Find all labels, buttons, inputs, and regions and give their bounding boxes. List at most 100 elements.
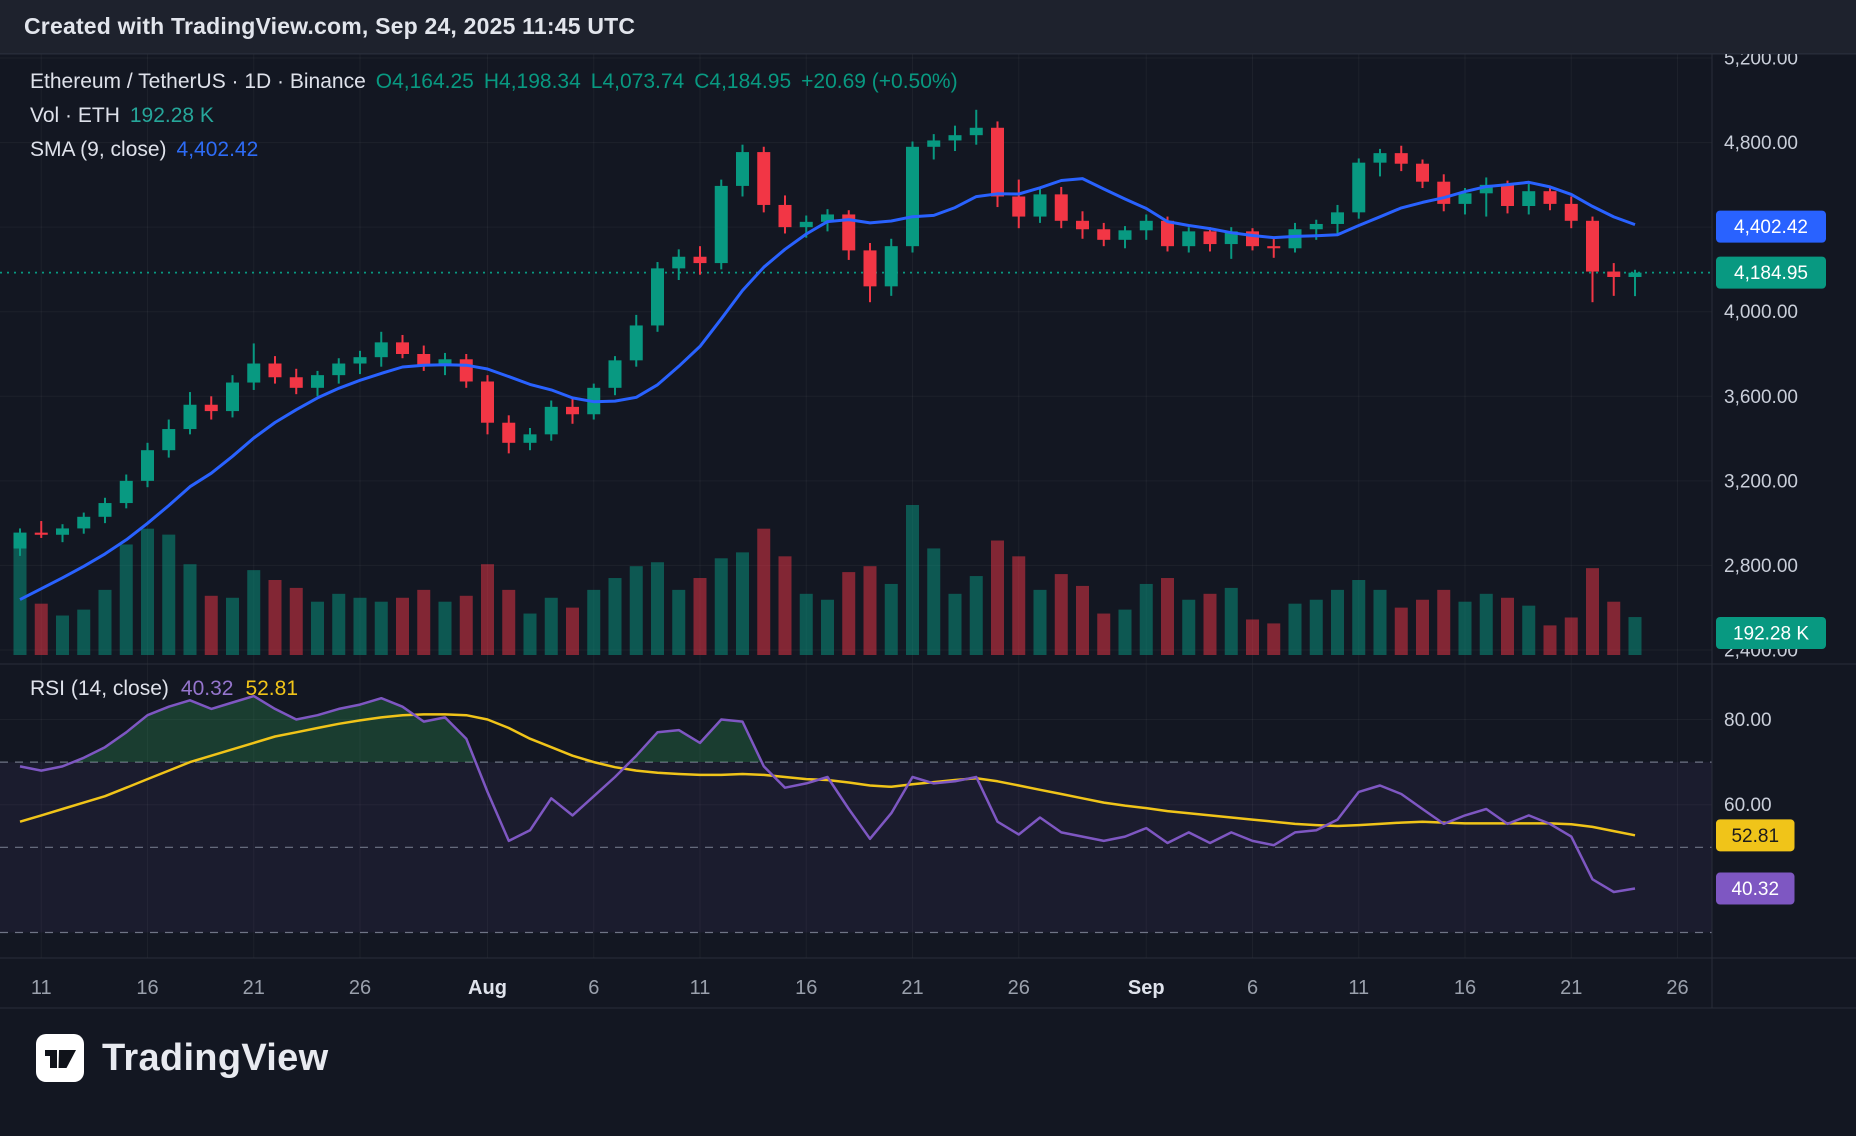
volume-bar	[77, 609, 91, 655]
volume-badge: 192.28 K	[1716, 617, 1826, 649]
candle-body	[289, 377, 303, 388]
candle-body	[608, 360, 622, 388]
candle-body	[1458, 193, 1472, 204]
tradingview-wordmark: TradingView	[102, 1036, 329, 1079]
volume-series[interactable]	[13, 505, 1642, 655]
candle-body	[1182, 231, 1196, 247]
candle-body	[1607, 271, 1621, 277]
candle-body	[1161, 220, 1174, 247]
rsi-label: RSI (14, close)	[30, 677, 169, 700]
volume-bar	[1246, 619, 1259, 655]
price-axis[interactable]: 5,200.004,800.004,400.004,000.003,600.00…	[1724, 49, 1798, 817]
svg-text:16: 16	[795, 977, 817, 999]
volume-bar	[991, 540, 1004, 655]
volume-bar	[1182, 599, 1196, 655]
volume-bar	[587, 589, 601, 655]
candle-body	[948, 135, 962, 141]
svg-text:60.00: 60.00	[1724, 795, 1772, 816]
volume-value: 192.28 K	[129, 104, 214, 127]
volume-bar	[1331, 589, 1344, 655]
candle-body	[1012, 196, 1026, 217]
volume-bar	[1458, 601, 1472, 655]
candle-body	[714, 185, 728, 264]
candle-body	[438, 359, 452, 366]
candle-body	[523, 434, 537, 443]
svg-text:16: 16	[1454, 977, 1476, 999]
volume-bar	[289, 587, 303, 655]
candle-body	[1309, 223, 1323, 230]
svg-text:3,200.00: 3,200.00	[1724, 471, 1798, 492]
sma-label: SMA (9, close)	[30, 138, 167, 161]
rsi-overbought-fill	[20, 696, 1635, 763]
volume-bar	[1394, 607, 1408, 655]
candlestick-series[interactable]	[13, 109, 1642, 556]
volume-bar	[566, 607, 579, 655]
candle-body	[13, 532, 27, 549]
volume-bar	[1118, 609, 1132, 655]
svg-text:26: 26	[349, 977, 371, 999]
volume-bar	[141, 528, 154, 655]
volume-bar	[311, 601, 324, 655]
volume-bar	[119, 544, 133, 655]
candle-body	[183, 404, 197, 430]
candle-body	[1118, 230, 1132, 240]
candle-body	[842, 214, 856, 251]
volume-bar	[693, 578, 707, 655]
candle-body	[162, 429, 176, 451]
volume-label: Vol · ETH	[30, 104, 120, 127]
candle-body	[481, 381, 494, 423]
candle-body	[884, 246, 898, 287]
candle-body	[799, 221, 813, 228]
candle-body	[56, 528, 69, 535]
svg-text:80.00: 80.00	[1724, 710, 1772, 731]
candle-body	[757, 152, 771, 205]
volume-bar	[1054, 574, 1068, 655]
candle-body	[374, 342, 388, 358]
candle-body	[119, 480, 133, 504]
candle-body	[459, 359, 473, 382]
volume-bar	[1288, 603, 1302, 655]
topbar: Created with TradingView.com, Sep 24, 20…	[0, 0, 1856, 54]
candle-body	[629, 325, 643, 361]
candle-body	[332, 363, 346, 376]
last-price-badge: 4,184.95	[1716, 256, 1826, 289]
candle-body	[1479, 184, 1493, 194]
svg-text:21: 21	[1560, 977, 1582, 999]
svg-text:192.28 K: 192.28 K	[1733, 624, 1809, 645]
candle-body	[651, 268, 664, 326]
candle-body	[1097, 229, 1111, 240]
svg-text:4,000.00: 4,000.00	[1724, 302, 1798, 323]
candle-body	[778, 204, 792, 228]
volume-bar	[247, 570, 261, 655]
svg-text:26: 26	[1008, 977, 1030, 999]
svg-text:3,600.00: 3,600.00	[1724, 387, 1798, 408]
volume-bar	[799, 593, 813, 655]
candle-body	[863, 250, 877, 287]
svg-text:11: 11	[690, 977, 711, 999]
topbar-title: Created with TradingView.com, Sep 24, 20…	[24, 13, 636, 39]
volume-bar	[268, 580, 282, 655]
volume-bar	[162, 534, 176, 655]
candle-body	[353, 357, 367, 364]
volume-bar	[204, 595, 218, 655]
volume-bar	[778, 556, 792, 655]
rsi-ma-value: 52.81	[245, 677, 299, 700]
candle-body	[247, 363, 261, 383]
volume-bar	[1586, 568, 1599, 655]
volume-bar	[629, 566, 643, 655]
svg-text:16: 16	[136, 977, 158, 999]
rsi-level-lines	[0, 761, 1712, 934]
svg-text:4,184.95: 4,184.95	[1734, 263, 1808, 284]
candle-body	[417, 354, 431, 366]
volume-bar	[1479, 593, 1493, 655]
volume-bar	[1203, 593, 1217, 655]
volume-bar	[906, 505, 919, 655]
time-axis[interactable]: 11 16 21 26 Aug 6 11 16 21 26 Sep 6 11 16 21 26	[31, 977, 1689, 999]
volume-bar	[98, 589, 112, 655]
tradingview-logo-icon[interactable]	[36, 1034, 84, 1082]
tradingview-branding[interactable]: TradingView	[36, 1034, 328, 1082]
svg-text:11: 11	[31, 977, 52, 999]
volume-bar	[56, 615, 69, 655]
volume-bar	[438, 601, 452, 655]
